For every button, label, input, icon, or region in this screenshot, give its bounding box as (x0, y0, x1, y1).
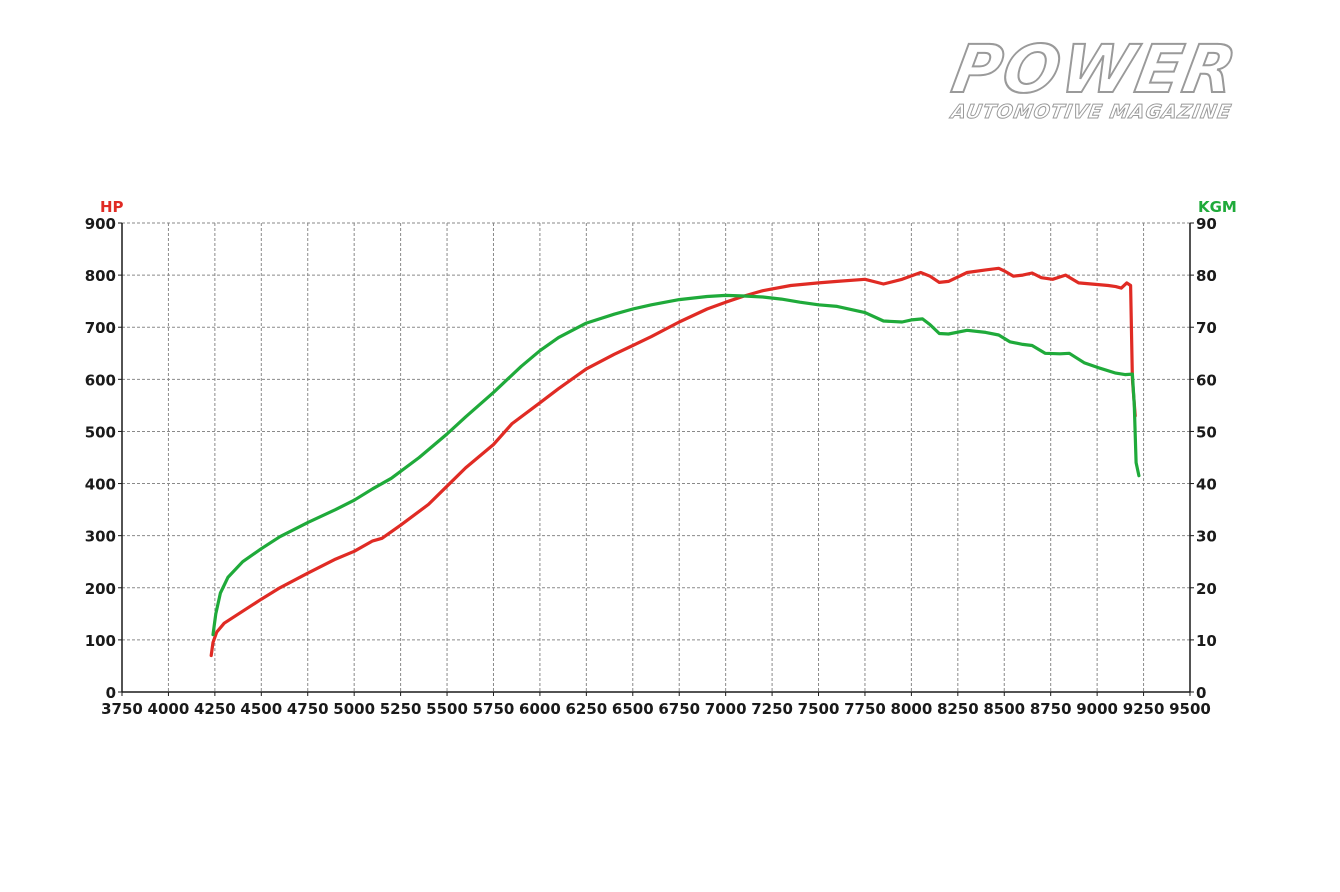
y-left-tick-label: 400 (85, 476, 116, 494)
y-right-axis-label: KGM (1198, 198, 1237, 216)
y-right-tick-label: 50 (1196, 423, 1217, 441)
x-tick-label: 6250 (565, 700, 607, 718)
x-tick-label: 5000 (333, 700, 375, 718)
y-left-tick-label: 600 (85, 371, 116, 389)
x-tick-label: 6750 (658, 700, 700, 718)
x-tick-label: 4500 (240, 700, 282, 718)
x-tick-label: 9250 (1123, 700, 1165, 718)
x-tick-label: 3750 (101, 700, 143, 718)
x-tick-label: 7000 (705, 700, 747, 718)
x-tick-label: 5250 (380, 700, 422, 718)
y-right-tick-label: 40 (1196, 476, 1217, 494)
x-tick-label: 6500 (612, 700, 654, 718)
x-tick-label: 4000 (148, 700, 190, 718)
x-tick-label: 7750 (844, 700, 886, 718)
x-tick-label: 8000 (891, 700, 933, 718)
y-right-tick-label: 60 (1196, 371, 1217, 389)
torque-curve-line (211, 293, 1141, 637)
chart-axes (121, 223, 1191, 693)
y-right-tick-label: 80 (1196, 267, 1217, 285)
logo-tagline: AUTOMOTIVE MAGAZINE (948, 100, 1234, 123)
y-left-tick-label: 900 (85, 215, 116, 233)
y-left-tick-label: 500 (85, 423, 116, 441)
y-right-axis-ticks: 0 10 20 30 40 50 60 70 80 90 (1190, 215, 1217, 702)
y-right-tick-label: 90 (1196, 215, 1217, 233)
y-left-tick-label: 800 (85, 267, 116, 285)
y-left-tick-label: 100 (85, 632, 116, 650)
x-tick-label: 9000 (1076, 700, 1118, 718)
horsepower-curve-line (209, 266, 1137, 658)
x-tick-label: 6000 (519, 700, 561, 718)
x-tick-label: 4750 (287, 700, 329, 718)
x-tick-label: 8250 (937, 700, 979, 718)
y-right-tick-label: 0 (1196, 684, 1206, 702)
x-tick-label: 8500 (983, 700, 1025, 718)
y-right-tick-label: 30 (1196, 528, 1217, 546)
logo-wordmark: POWER (947, 30, 1244, 107)
x-tick-label: 7500 (798, 700, 840, 718)
x-tick-label: 7250 (751, 700, 793, 718)
y-left-tick-label: 200 (85, 580, 116, 598)
x-tick-label: 5500 (426, 700, 468, 718)
y-left-axis-ticks: 0 100 200 300 400 500 600 700 800 900 (85, 215, 122, 702)
chart-grid (122, 222, 1190, 692)
y-left-tick-label: 0 (106, 684, 116, 702)
chart-series (209, 266, 1141, 658)
y-right-tick-label: 10 (1196, 632, 1217, 650)
y-left-tick-label: 700 (85, 319, 116, 337)
x-axis-ticks: 3750 4000 4250 4500 4750 5000 5250 5500 5750 6000… (101, 692, 1211, 718)
x-tick-label: 5750 (473, 700, 515, 718)
power-magazine-logo: POWER AUTOMOTIVE MAGAZINE (946, 30, 1245, 123)
y-right-tick-label: 70 (1196, 319, 1217, 337)
y-right-tick-label: 20 (1196, 580, 1217, 598)
y-left-axis-label: HP (100, 198, 124, 216)
y-left-tick-label: 300 (85, 528, 116, 546)
x-tick-label: 8750 (1030, 700, 1072, 718)
x-tick-label: 4250 (194, 700, 236, 718)
x-tick-label: 9500 (1169, 700, 1211, 718)
